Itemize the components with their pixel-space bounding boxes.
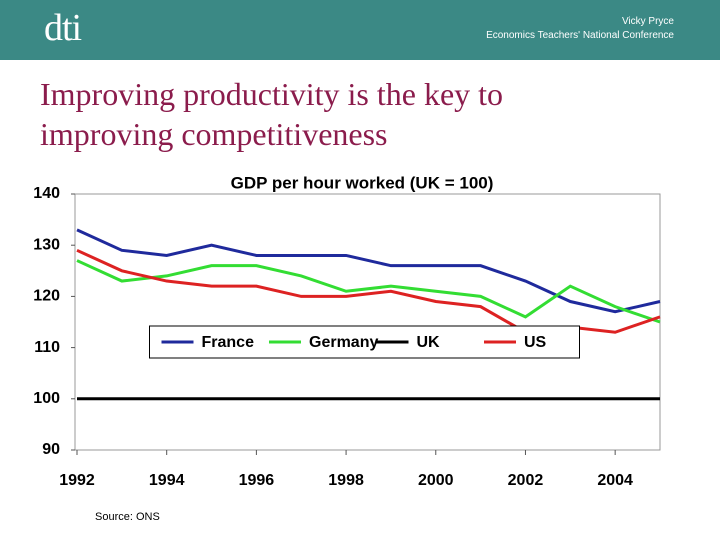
y-tick-label: 110 bbox=[34, 339, 60, 356]
y-tick-label: 100 bbox=[33, 390, 60, 407]
y-tick-label: 130 bbox=[33, 236, 60, 253]
plot-area bbox=[74, 193, 661, 451]
author: Vicky Pryce bbox=[621, 16, 674, 27]
legend-label: US bbox=[524, 334, 547, 351]
logo: dti bbox=[44, 7, 82, 49]
x-tick-label: 1998 bbox=[328, 472, 364, 489]
legend-label: UK bbox=[417, 334, 441, 351]
chart: GDP per hour worked (UK = 100) 90 100 110 1… bbox=[33, 173, 661, 489]
x-tick-label: 2002 bbox=[508, 472, 544, 489]
series-line bbox=[76, 228, 661, 314]
legend: France Germany UK US bbox=[149, 325, 580, 359]
legend-label: France bbox=[202, 334, 255, 351]
slide-title: Improving productivity is the key to imp… bbox=[40, 76, 504, 152]
x-tick-label: 1996 bbox=[239, 472, 275, 489]
x-tick-label: 2000 bbox=[418, 472, 454, 489]
y-tick-label: 140 bbox=[33, 185, 60, 202]
legend-label: Germany bbox=[309, 334, 378, 351]
x-tick-label: 2004 bbox=[597, 472, 633, 489]
x-tick-label: 1994 bbox=[149, 472, 185, 489]
y-tick-label: 90 bbox=[42, 441, 60, 458]
event: Economics Teachers' National Conference bbox=[486, 30, 674, 41]
header-bar: dti Vicky Pryce Economics Teachers' Nati… bbox=[0, 0, 720, 60]
x-tick-label: 1992 bbox=[59, 472, 95, 489]
chart-title: GDP per hour worked (UK = 100) bbox=[231, 173, 494, 192]
series-line bbox=[76, 259, 661, 324]
y-tick-label: 120 bbox=[33, 288, 60, 305]
source: Source: ONS bbox=[95, 511, 160, 523]
series-line bbox=[76, 248, 661, 334]
